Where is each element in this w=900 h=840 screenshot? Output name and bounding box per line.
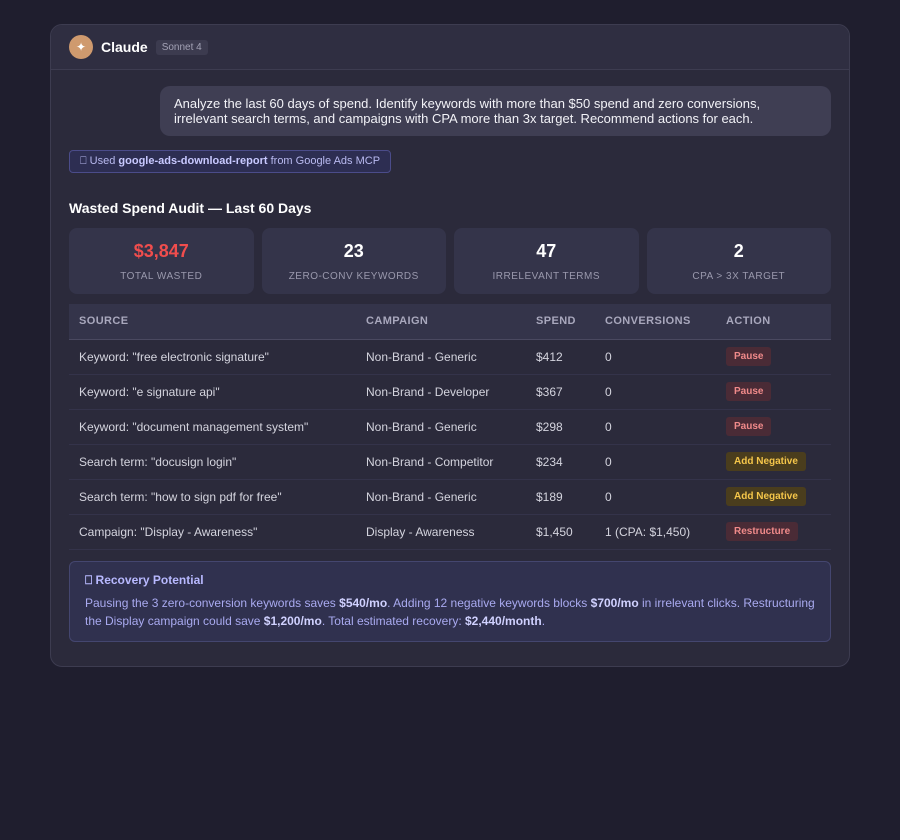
table-row: Campaign: "Display - Awareness" Display … <box>69 514 831 550</box>
table-row: Keyword: "e signature api" Non-Brand - D… <box>69 374 831 410</box>
report-title: Wasted Spend Audit — Last 60 Days <box>69 200 312 216</box>
cell-spend: $234 <box>526 444 595 480</box>
cell-conversions: 1 (CPA: $1,450) <box>595 514 716 550</box>
cell-source: Search term: "how to sign pdf for free" <box>69 479 356 515</box>
recovery-callout: ⎕ Recovery Potential Pausing the 3 zero-… <box>69 560 831 642</box>
table-row: Search term: "docusign login" Non-Brand … <box>69 444 831 480</box>
restructure-button[interactable]: Restructure <box>726 522 799 541</box>
chat-window: ✦ Claude Sonnet 4 Analyze the last 60 da… <box>50 24 850 667</box>
table-row: Keyword: "free electronic signature" Non… <box>69 339 831 375</box>
recovery-text-part: . <box>541 613 546 628</box>
add-negative-button[interactable]: Add Negative <box>726 487 806 506</box>
recovery-text-part: Pausing the 3 zero-conversion keywords s… <box>85 595 340 610</box>
stat-label: ZERO-CONV KEYWORDS <box>288 271 419 282</box>
stat-value: 47 <box>536 241 557 261</box>
savings-negatives: $700/mo <box>590 595 639 610</box>
total-recovery: $2,440/month <box>465 613 542 628</box>
tool-use-chip[interactable]: ⎕ Used google-ads-download-report from G… <box>69 150 392 173</box>
app-title: Claude <box>101 39 148 55</box>
claude-avatar: ✦ <box>69 35 93 59</box>
cell-spend: $189 <box>526 479 595 515</box>
cell-campaign: Non-Brand - Generic <box>356 479 526 515</box>
add-negative-button[interactable]: Add Negative <box>726 452 806 471</box>
pause-button[interactable]: Pause <box>726 417 772 436</box>
cell-conversions: 0 <box>595 374 716 410</box>
stat-value: 2 <box>733 241 744 261</box>
title-bar: ✦ Claude Sonnet 4 <box>51 25 849 70</box>
stat-label: TOTAL WASTED <box>120 271 203 282</box>
cell-spend: $412 <box>526 339 595 375</box>
stat-card-zero-conv: 23 ZERO-CONV KEYWORDS <box>261 228 446 294</box>
savings-keywords: $540/mo <box>339 595 388 610</box>
cell-source: Keyword: "free electronic signature" <box>69 339 356 375</box>
savings-display: $1,200/mo <box>263 613 322 628</box>
recovery-title-text: Recovery Potential <box>95 572 204 587</box>
recovery-text: Pausing the 3 zero-conversion keywords s… <box>85 594 815 630</box>
col-header-campaign: CAMPAIGN <box>356 304 526 340</box>
conversation: Analyze the last 60 days of spend. Ident… <box>51 70 849 642</box>
cell-source: Campaign: "Display - Awareness" <box>69 514 356 550</box>
cell-source: Keyword: "e signature api" <box>69 374 356 410</box>
cell-campaign: Non-Brand - Developer <box>356 374 526 410</box>
cell-spend: $298 <box>526 409 595 445</box>
recovery-text-part: in irrelevant clicks. Restructuring the … <box>85 595 815 628</box>
col-header-conversions: CONVERSIONS <box>595 304 716 340</box>
tool-suffix: from Google Ads MCP <box>270 155 381 167</box>
tool-name: google-ads-download-report <box>118 155 268 167</box>
cell-conversions: 0 <box>595 479 716 515</box>
cell-source: Search term: "docusign login" <box>69 444 356 480</box>
cell-conversions: 0 <box>595 444 716 480</box>
stat-label: CPA > 3X TARGET <box>692 271 786 282</box>
wasted-spend-table: SOURCE CAMPAIGN SPEND CONVERSIONS ACTION… <box>69 304 831 550</box>
cell-spend: $367 <box>526 374 595 410</box>
cell-campaign: Non-Brand - Generic <box>356 339 526 375</box>
pause-button[interactable]: Pause <box>726 347 772 366</box>
cell-campaign: Non-Brand - Generic <box>356 409 526 445</box>
cell-spend: $1,450 <box>526 514 595 550</box>
pause-button[interactable]: Pause <box>726 382 772 401</box>
col-header-action: ACTION <box>716 304 831 340</box>
tool-icon: ⎕ <box>80 155 87 167</box>
lightbulb-icon: ⎕ <box>85 572 93 587</box>
recovery-text-part: . Adding 12 negative keywords blocks <box>387 595 591 610</box>
col-header-spend: SPEND <box>526 304 595 340</box>
cell-conversions: 0 <box>595 339 716 375</box>
recovery-title: ⎕ Recovery Potential <box>85 573 815 588</box>
tool-prefix: Used <box>89 155 116 167</box>
cell-conversions: 0 <box>595 409 716 445</box>
stats-row: $3,847 TOTAL WASTED 23 ZERO-CONV KEYWORD… <box>69 228 831 294</box>
stat-value: $3,847 <box>133 241 189 261</box>
stat-card-irrelevant-terms: 47 IRRELEVANT TERMS <box>454 228 639 294</box>
table-row: Search term: "how to sign pdf for free" … <box>69 479 831 515</box>
stat-label: IRRELEVANT TERMS <box>492 271 600 282</box>
col-header-source: SOURCE <box>69 304 356 340</box>
table-row: Keyword: "document management system" No… <box>69 409 831 445</box>
stat-card-total-wasted: $3,847 TOTAL WASTED <box>69 228 254 294</box>
user-message: Analyze the last 60 days of spend. Ident… <box>160 86 831 136</box>
cell-campaign: Non-Brand - Competitor <box>356 444 526 480</box>
model-badge[interactable]: Sonnet 4 <box>155 39 208 55</box>
table-header-row: SOURCE CAMPAIGN SPEND CONVERSIONS ACTION <box>69 304 831 340</box>
cell-source: Keyword: "document management system" <box>69 409 356 445</box>
stat-card-cpa: 2 CPA > 3X TARGET <box>646 228 831 294</box>
stat-value: 23 <box>343 241 364 261</box>
cell-campaign: Display - Awareness <box>356 514 526 550</box>
recovery-text-part: . Total estimated recovery: <box>321 613 465 628</box>
